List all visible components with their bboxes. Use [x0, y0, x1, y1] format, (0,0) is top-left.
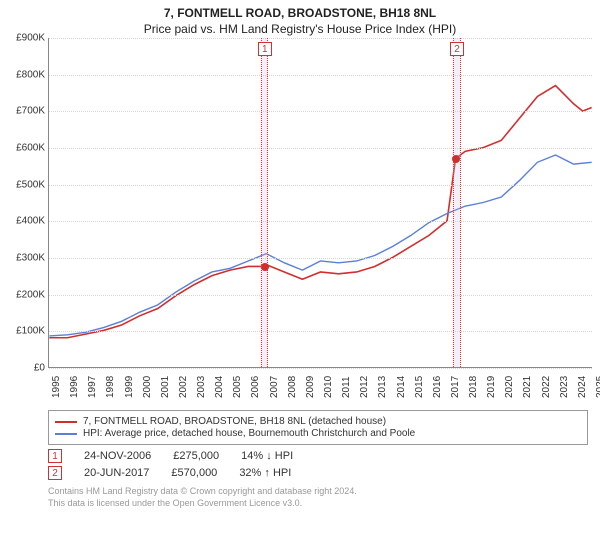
sale-delta-2: 32% ↑ HPI: [239, 467, 291, 479]
footer-line-2: This data is licensed under the Open Gov…: [48, 498, 588, 510]
sale-marker-2: 2: [48, 466, 62, 480]
gridline: [49, 185, 592, 186]
gridline: [49, 75, 592, 76]
x-tick-label: 2000: [142, 376, 153, 398]
x-tick-label: 2024: [577, 376, 588, 398]
sale-marker-box: 1: [258, 42, 272, 56]
legend-swatch-property: [55, 421, 77, 423]
y-tick-label: £900K: [1, 33, 45, 44]
sale-delta-1: 14% ↓ HPI: [241, 450, 293, 462]
sale-band: [453, 38, 460, 367]
x-tick-label: 2025: [595, 376, 600, 398]
x-tick-label: 1999: [124, 376, 135, 398]
sale-marker-1: 1: [48, 449, 62, 463]
legend-row-property: 7, FONTMELL ROAD, BROADSTONE, BH18 8NL (…: [55, 416, 581, 427]
legend-box: 7, FONTMELL ROAD, BROADSTONE, BH18 8NL (…: [48, 410, 588, 445]
x-tick-label: 2003: [196, 376, 207, 398]
x-tick-label: 2022: [541, 376, 552, 398]
series-property: [49, 86, 591, 338]
legend-label-property: 7, FONTMELL ROAD, BROADSTONE, BH18 8NL (…: [83, 416, 386, 427]
sale-date-1: 24-NOV-2006: [84, 450, 151, 462]
x-tick-label: 1998: [105, 376, 116, 398]
sale-row-2: 2 20-JUN-2017 £570,000 32% ↑ HPI: [48, 466, 588, 480]
x-tick-label: 2019: [486, 376, 497, 398]
y-tick-label: £600K: [1, 143, 45, 154]
legend-label-hpi: HPI: Average price, detached house, Bour…: [83, 428, 415, 439]
x-tick-label: 2001: [160, 376, 171, 398]
title-block: 7, FONTMELL ROAD, BROADSTONE, BH18 8NL P…: [0, 0, 600, 38]
x-tick-label: 2017: [450, 376, 461, 398]
x-tick-label: 2006: [250, 376, 261, 398]
plot-area: £0£100K£200K£300K£400K£500K£600K£700K£80…: [48, 38, 592, 368]
x-tick-label: 2020: [504, 376, 515, 398]
sale-row-1: 1 24-NOV-2006 £275,000 14% ↓ HPI: [48, 449, 588, 463]
y-tick-label: £400K: [1, 216, 45, 227]
x-tick-label: 1995: [51, 376, 62, 398]
x-tick-label: 2002: [178, 376, 189, 398]
x-tick-label: 2023: [559, 376, 570, 398]
x-tick-label: 2015: [414, 376, 425, 398]
y-tick-label: £500K: [1, 179, 45, 190]
x-tick-label: 2016: [432, 376, 443, 398]
x-tick-label: 1997: [87, 376, 98, 398]
x-axis-labels: 1995 1996 1997 1998 1999 2000 2001 2002 2003 2004…: [48, 368, 592, 404]
y-tick-label: £700K: [1, 106, 45, 117]
sale-band: [261, 38, 268, 367]
x-tick-label: 2008: [287, 376, 298, 398]
sale-marker-box: 2: [450, 42, 464, 56]
footer-line-1: Contains HM Land Registry data © Crown c…: [48, 486, 588, 498]
x-tick-label: 2009: [305, 376, 316, 398]
sale-date-2: 20-JUN-2017: [84, 467, 149, 479]
x-tick-label: 2011: [341, 376, 352, 398]
chart-title: 7, FONTMELL ROAD, BROADSTONE, BH18 8NL: [0, 6, 600, 20]
line-series-svg: [49, 38, 592, 367]
x-tick-label: 2005: [232, 376, 243, 398]
x-tick-label: 2021: [522, 376, 533, 398]
sale-price-2: £570,000: [171, 467, 217, 479]
y-tick-label: £0: [1, 363, 45, 374]
x-tick-label: 2014: [396, 376, 407, 398]
gridline: [49, 111, 592, 112]
x-tick-label: 1996: [69, 376, 80, 398]
x-tick-label: 2007: [269, 376, 280, 398]
legend-swatch-hpi: [55, 433, 77, 435]
x-tick-label: 2010: [323, 376, 334, 398]
y-tick-label: £300K: [1, 253, 45, 264]
footer-attribution: Contains HM Land Registry data © Crown c…: [48, 486, 588, 509]
x-tick-label: 2013: [377, 376, 388, 398]
y-tick-label: £200K: [1, 289, 45, 300]
legend-row-hpi: HPI: Average price, detached house, Bour…: [55, 428, 581, 439]
sale-dot: [261, 263, 269, 271]
y-tick-label: £100K: [1, 326, 45, 337]
x-tick-label: 2004: [214, 376, 225, 398]
gridline: [49, 148, 592, 149]
gridline: [49, 295, 592, 296]
y-tick-label: £800K: [1, 69, 45, 80]
sale-dot: [452, 155, 460, 163]
x-tick-label: 2018: [468, 376, 479, 398]
gridline: [49, 38, 592, 39]
chart-container: 7, FONTMELL ROAD, BROADSTONE, BH18 8NL P…: [0, 0, 600, 509]
series-hpi: [49, 155, 591, 336]
gridline: [49, 258, 592, 259]
chart-subtitle: Price paid vs. HM Land Registry's House …: [0, 22, 600, 36]
gridline: [49, 221, 592, 222]
sale-price-1: £275,000: [173, 450, 219, 462]
sales-table: 1 24-NOV-2006 £275,000 14% ↓ HPI 2 20-JU…: [48, 449, 588, 480]
x-tick-label: 2012: [359, 376, 370, 398]
gridline: [49, 331, 592, 332]
